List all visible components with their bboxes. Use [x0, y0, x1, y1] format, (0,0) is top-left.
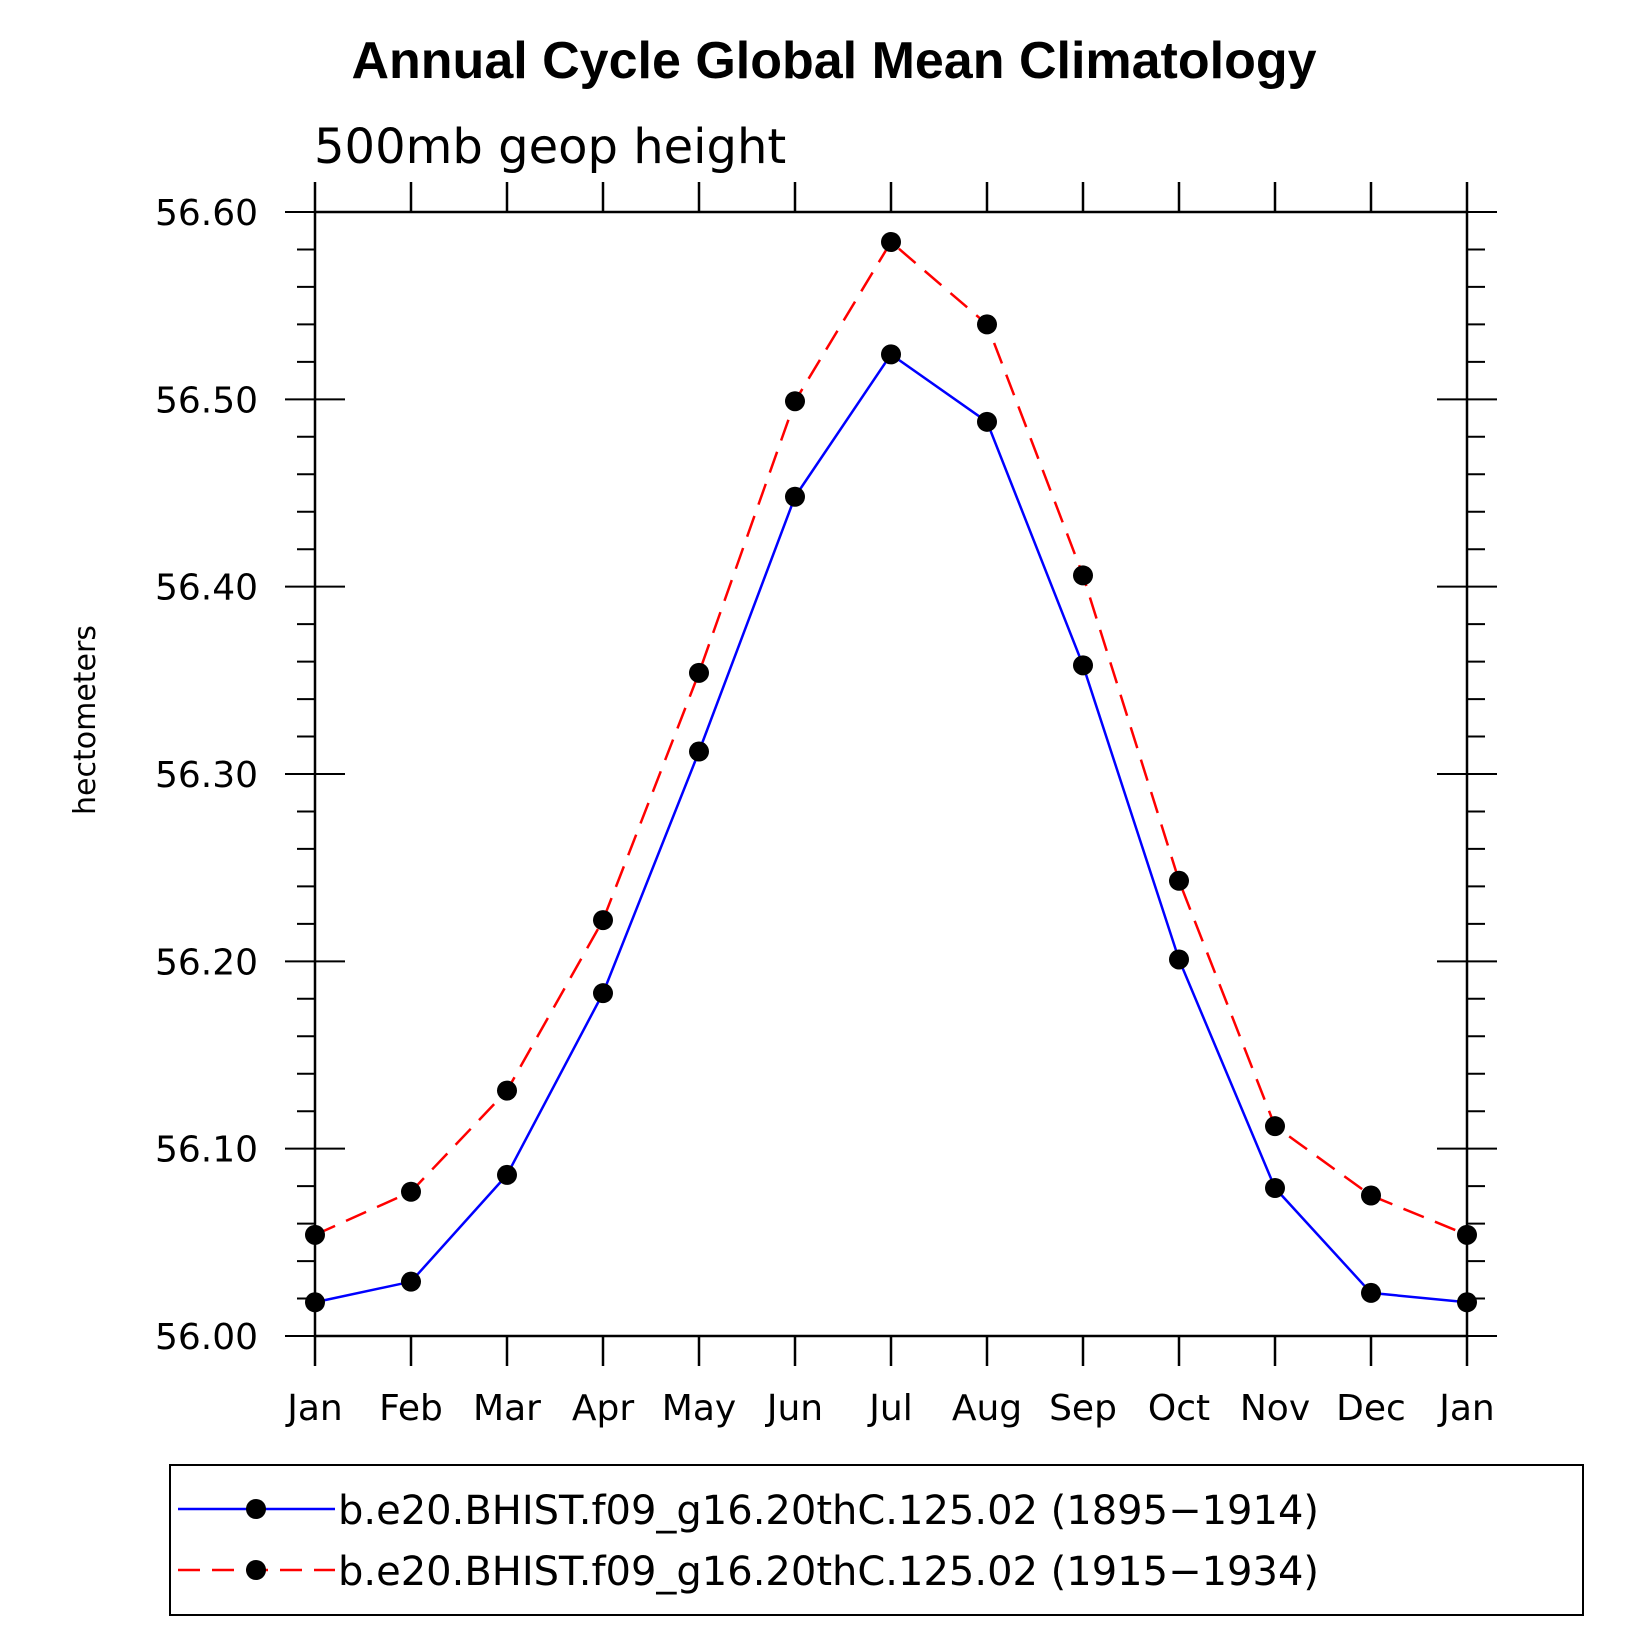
series-1-point — [1361, 1282, 1381, 1303]
x-tick-label: Jul — [867, 1388, 912, 1429]
series-2-point — [305, 1224, 325, 1245]
y-tick-label: 56.60 — [155, 193, 258, 234]
series-2-point — [1073, 565, 1093, 586]
legend-box — [169, 1464, 1584, 1616]
series-2-point — [593, 910, 613, 931]
x-tick-label: Feb — [379, 1388, 443, 1429]
chart-subtitle: 500mb geop height — [314, 119, 786, 175]
series-1-point — [977, 411, 997, 432]
series-1-point — [785, 486, 805, 507]
series-1-point — [305, 1292, 325, 1313]
series-layer — [305, 231, 1477, 1313]
legend: b.e20.BHIST.f09_g16.20thC.125.02 (1895−1… — [178, 1488, 1319, 1595]
y-tick-label: 56.30 — [155, 755, 258, 796]
series-2-point — [1361, 1185, 1381, 1206]
series-2-point — [881, 231, 901, 252]
series-2-point — [689, 662, 709, 683]
series-2-point — [1265, 1116, 1285, 1137]
y-tick-label: 56.10 — [155, 1130, 258, 1171]
series-2-point — [497, 1080, 517, 1101]
y-tick-label: 56.40 — [155, 568, 258, 609]
series-1-point — [497, 1164, 517, 1185]
legend-label-2: b.e20.BHIST.f09_g16.20thC.125.02 (1915−1… — [338, 1549, 1319, 1595]
series-2-point — [1169, 870, 1189, 891]
x-tick-label: Nov — [1240, 1388, 1310, 1429]
x-tick-label: Mar — [473, 1388, 541, 1429]
series-1-point — [1265, 1178, 1285, 1199]
series-2-point — [1457, 1224, 1477, 1245]
series-1-point — [401, 1271, 421, 1292]
x-tick-label: Sep — [1049, 1388, 1117, 1429]
legend-marker-1 — [246, 1499, 266, 1519]
x-tick-label: May — [662, 1388, 736, 1429]
series-1-point — [881, 344, 901, 365]
x-tick-label: Oct — [1148, 1388, 1210, 1429]
x-tick-label: Aug — [952, 1388, 1022, 1429]
x-tick-label: Apr — [572, 1388, 634, 1429]
series-line-2 — [314, 240, 1468, 1236]
chart-title: Annual Cycle Global Mean Climatology — [351, 32, 1316, 90]
plot-frame — [313, 210, 1469, 1338]
y-axis-label: hectometers — [68, 625, 103, 815]
series-2-point — [785, 391, 805, 412]
legend-marker-2 — [246, 1560, 266, 1580]
series-1-point — [593, 983, 613, 1004]
y-tick-label: 56.00 — [155, 1317, 258, 1358]
axes: Jan Feb Mar Apr May Jun Jul Aug Sep Oct Nov Dec Jan 5… — [155, 182, 1497, 1429]
x-tick-label: Dec — [1336, 1388, 1406, 1429]
series-1-point — [1457, 1292, 1477, 1313]
legend-label-1: b.e20.BHIST.f09_g16.20thC.125.02 (1895−1… — [338, 1488, 1319, 1534]
series-1-point — [1169, 949, 1189, 970]
y-tick-label: 56.20 — [155, 942, 258, 983]
series-2-point — [401, 1181, 421, 1202]
x-tick-label: Jun — [765, 1388, 823, 1429]
series-line-1 — [314, 352, 1468, 1304]
series-1-point — [689, 741, 709, 762]
series-1-point — [1073, 655, 1093, 676]
y-tick-label: 56.50 — [155, 380, 258, 421]
series-2-point — [977, 314, 997, 335]
x-tick-label: Jan — [1437, 1388, 1495, 1429]
x-tick-label: Jan — [285, 1388, 343, 1429]
